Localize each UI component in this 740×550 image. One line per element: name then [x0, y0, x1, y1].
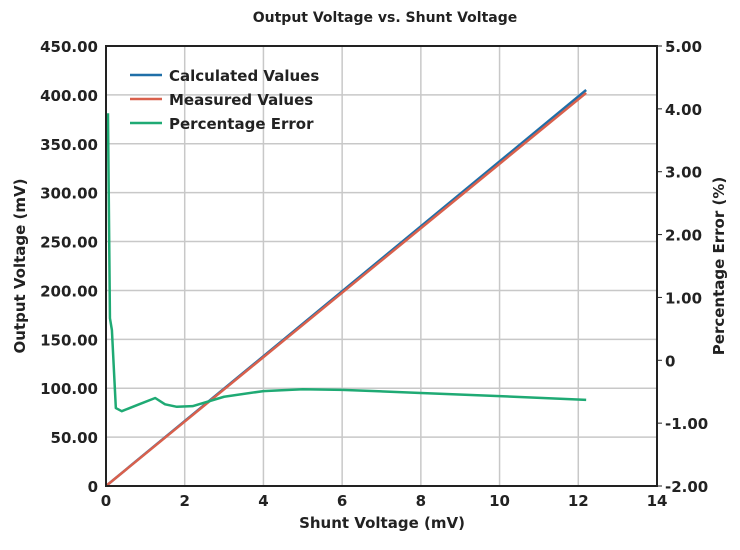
x-tick-label: 10	[489, 492, 510, 510]
y-tick-label: 400.00	[40, 87, 98, 105]
y-tick-label: 200.00	[40, 282, 98, 300]
series-line-percentage-error	[106, 113, 587, 413]
x-tick-label: 2	[179, 492, 189, 510]
legend-label: Calculated Values	[169, 67, 319, 85]
y2-tick-label: 4.00	[665, 101, 702, 119]
y-tick-label: 50.00	[51, 429, 98, 447]
y2-tick-label: -2.00	[665, 478, 708, 496]
y-axis-label: Output Voltage (mV)	[11, 178, 29, 353]
x-axis-label: Shunt Voltage (mV)	[299, 514, 465, 532]
y2-tick-label: -1.00	[665, 415, 708, 433]
x-tick-label: 12	[568, 492, 589, 510]
x-tick-label: 8	[416, 492, 426, 510]
x-tick-label: 0	[101, 492, 111, 510]
y2-tick-label: 2.00	[665, 227, 702, 245]
y2-tick-label: 5.00	[665, 38, 702, 56]
chart-title: Output Voltage vs. Shunt Voltage	[253, 10, 517, 26]
y-tick-label: 300.00	[40, 185, 98, 203]
y-tick-label: 250.00	[40, 234, 98, 252]
y2-axis-label: Percentage Error (%)	[710, 177, 728, 355]
y-tick-label: 150.00	[40, 331, 98, 349]
y-tick-label: 100.00	[40, 380, 98, 398]
y2-tick-label: 3.00	[665, 164, 702, 182]
legend-label: Measured Values	[169, 91, 313, 109]
series-line-measured-values	[105, 91, 587, 487]
x-tick-label: 4	[258, 492, 268, 510]
y-tick-label: 450.00	[40, 38, 98, 56]
plot-frame	[105, 45, 658, 487]
legend: Calculated Values Measured Values Percenta…	[130, 67, 319, 133]
grid	[105, 45, 658, 487]
series-group	[105, 89, 587, 487]
ticks: 0 2 4 6 8 10 12 14 0 50.00 100.00 150.00 200.00 250.0…	[40, 38, 708, 510]
y2-tick-label: 1.00	[665, 289, 702, 307]
legend-label: Percentage Error	[169, 115, 314, 133]
x-tick-label: 6	[337, 492, 347, 510]
y-tick-label: 350.00	[40, 136, 98, 154]
x-tick-label: 14	[647, 492, 668, 510]
y2-tick-label: 0	[665, 352, 675, 370]
y-tick-label: 0	[88, 478, 98, 496]
